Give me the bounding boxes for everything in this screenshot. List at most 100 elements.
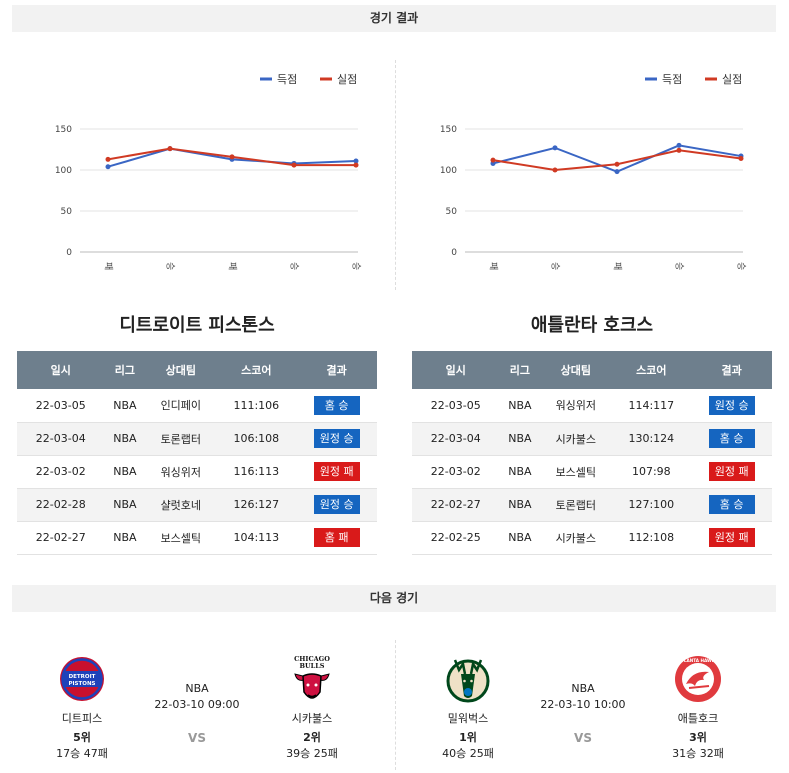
game-score: 106:108: [216, 422, 297, 456]
y-tick-label: 150: [440, 125, 457, 135]
data-point-scored: [552, 145, 558, 151]
result-badge: 원정 패: [708, 462, 755, 481]
legend-label-conceded: 실점: [337, 73, 357, 86]
data-point-scored: [676, 142, 682, 148]
team-rank: 3위: [689, 731, 707, 744]
table-row: 22-03-05 NBA 워싱위저 114:117 원정 승: [412, 389, 772, 423]
team-title-hawks: 애틀란타 호크스: [530, 315, 654, 336]
match-info: NBA 22-03-10 09:00 VS: [132, 650, 262, 745]
x-tick-label: 패: [488, 262, 499, 270]
data-point-conceded: [167, 146, 173, 152]
data-point-scored: [614, 169, 620, 175]
vs-label: VS: [188, 731, 206, 745]
team-record: 17승 47패: [56, 747, 108, 760]
chart-divider: [395, 60, 396, 290]
team-name: 시카불스: [291, 712, 333, 725]
game-opponent: 워싱위저: [145, 455, 217, 489]
game-league: NBA: [104, 389, 146, 423]
y-tick-label: 100: [55, 166, 72, 176]
table-row: 22-03-02 NBA 워싱위저 116:113 원정 패: [17, 455, 377, 489]
game-opponent: 인디페이: [145, 389, 217, 423]
data-point-conceded: [614, 161, 620, 167]
x-tick-label: 승: [351, 262, 362, 270]
legend-label-conceded: 실점: [722, 73, 742, 86]
data-point-conceded: [490, 157, 496, 163]
table-row: 22-03-04 NBA 시카불스 130:124 홈 승: [412, 422, 772, 456]
data-point-conceded: [105, 156, 111, 162]
team-rank: 1위: [459, 731, 477, 744]
result-badge: 원정 승: [708, 395, 755, 415]
game-date: 22-03-05: [412, 389, 500, 423]
game-opponent: 워싱위저: [540, 389, 612, 423]
game-league: NBA: [104, 422, 146, 456]
table-row: 22-03-02 NBA 보스셀틱 107:98 원정 패: [412, 455, 772, 489]
team-name: 디트피스: [61, 712, 103, 725]
game-date: 22-03-04: [412, 422, 500, 456]
game-league: NBA: [499, 389, 541, 423]
result-badge: 원정 패: [708, 528, 755, 547]
team-name: 애틀호크: [677, 712, 719, 725]
game-score: 104:113: [216, 521, 297, 555]
result-badge: 홈 패: [313, 528, 360, 547]
y-tick-label: 0: [66, 248, 72, 258]
game-opponent: 토론랩터: [540, 488, 612, 522]
game-opponent: 시카불스: [540, 521, 612, 555]
chart-svg: 득점 실점 0 50 100 150 패 승 패 승 승: [440, 73, 747, 270]
result-badge: 홈 승: [313, 395, 360, 415]
game-result-cell: 원정 승: [296, 422, 377, 456]
game-score: 107:98: [611, 455, 692, 489]
game-league: NBA: [499, 422, 541, 456]
game-score: 111:106: [216, 389, 297, 423]
vs-label: VS: [574, 731, 592, 745]
table-row: 22-03-04 NBA 토론랩터 106:108 원정 승: [17, 422, 377, 456]
result-badge: 원정 패: [313, 462, 360, 481]
result-badge: 원정 승: [313, 495, 360, 514]
table-row: 22-03-05 NBA 인디페이 111:106 홈 승: [17, 389, 377, 423]
y-tick-label: 100: [440, 166, 457, 176]
game-date: 22-03-02: [412, 455, 500, 489]
results-section-header: 경기 결과: [12, 5, 776, 32]
logo-text: DETROIT: [69, 674, 96, 680]
game-result-cell: 홈 승: [691, 422, 772, 456]
chart-svg: 득점 실점 0 50 100 150 패 승 패 승 승: [55, 73, 362, 270]
game-score: 130:124: [611, 422, 692, 456]
table-row: 22-02-28 NBA 샬럿호네 126:127 원정 승: [17, 488, 377, 522]
chart-legend: 득점 실점: [260, 73, 357, 86]
match-league: NBA: [571, 682, 595, 695]
column-header: 상대팀: [540, 351, 612, 389]
column-header: 일시: [17, 351, 105, 389]
game-league: NBA: [499, 455, 541, 489]
result-badge: 홈 승: [708, 495, 755, 514]
y-tick-label: 50: [61, 207, 73, 217]
game-opponent: 시카불스: [540, 422, 612, 456]
column-header: 리그: [499, 351, 541, 389]
bulls-logo: CHICAGO BULLS: [285, 652, 339, 706]
x-tick-label: 승: [165, 262, 176, 270]
logo-text: ATLANTA HAWKS: [678, 658, 718, 663]
away-team: ATLANTA HAWKS 애틀호크 3위 31승 32패: [628, 650, 768, 761]
game-date: 22-02-28: [17, 488, 105, 522]
column-header: 스코어: [611, 351, 692, 389]
next-game-section-header: 다음 경기: [12, 585, 776, 612]
game-date: 22-03-05: [17, 389, 105, 423]
logo-text: CHICAGO: [294, 655, 330, 663]
game-result-cell: 원정 승: [691, 389, 772, 423]
game-league: NBA: [104, 521, 146, 555]
x-tick-label: 승: [550, 262, 561, 270]
game-score: 116:113: [216, 455, 297, 489]
column-header: 일시: [412, 351, 500, 389]
column-header: 스코어: [216, 351, 297, 389]
table-row: 22-02-27 NBA 토론랩터 127:100 홈 승: [412, 488, 772, 522]
home-team: DETROIT PISTONS 디트피스 5위 17승 47패: [12, 650, 152, 761]
game-score: 112:108: [611, 521, 692, 555]
y-tick-label: 0: [451, 248, 457, 258]
game-score: 127:100: [611, 488, 692, 522]
team-title-pistons: 디트로이트 피스톤스: [119, 315, 275, 336]
x-tick-label: 패: [612, 262, 623, 270]
data-point-conceded: [291, 162, 297, 168]
match-league: NBA: [185, 682, 209, 695]
legend-label-scored: 득점: [662, 73, 682, 86]
recent-games-table-pistons: 일시 리그 상대팀 스코어 결과 22-03-05 NBA 인디페이 111:106 홈 승 22…: [17, 351, 377, 555]
data-point-conceded: [738, 156, 744, 162]
column-header: 상대팀: [145, 351, 217, 389]
